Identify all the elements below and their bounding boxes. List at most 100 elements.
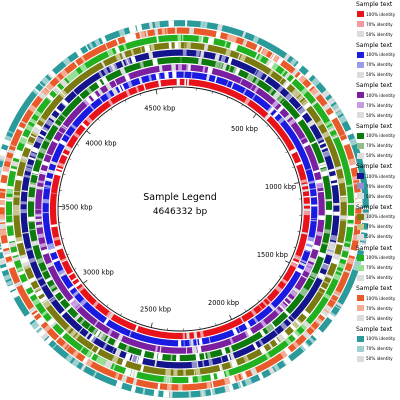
- ring-segment: [304, 268, 311, 274]
- ring-segment: [277, 95, 284, 103]
- ring-segment: [306, 262, 314, 268]
- legend-swatch: [357, 193, 364, 200]
- ring-segment: [251, 93, 257, 100]
- ring-segment: [53, 236, 60, 242]
- ring-segment: [286, 317, 293, 324]
- ring-segment: [289, 315, 296, 321]
- legend-entry: 70% identity: [356, 222, 400, 232]
- ring-segment: [313, 169, 320, 174]
- ring-segment: [68, 285, 75, 292]
- ring-segment: [15, 149, 23, 155]
- ring-segment: [310, 140, 317, 145]
- ring-segment: [75, 48, 84, 57]
- ring-segment: [44, 336, 53, 345]
- ring-segment: [79, 318, 86, 325]
- ring-segment: [144, 45, 151, 53]
- ring-segment: [90, 92, 98, 101]
- ring-segment: [19, 136, 28, 145]
- ring-segment: [237, 381, 244, 389]
- ring-segment: [115, 380, 124, 389]
- ring-segment: [80, 63, 88, 72]
- ring-segment: [304, 245, 313, 252]
- ring-segment: [19, 254, 27, 260]
- ring-segment: [153, 389, 159, 397]
- ring-segment: [257, 54, 264, 62]
- ring-segment: [268, 366, 276, 375]
- legend-entry-label: 70% identity: [366, 305, 393, 311]
- minor-tick: [76, 143, 79, 146]
- ring-segment: [130, 48, 135, 56]
- legend-swatch: [357, 31, 364, 37]
- ring-segment: [38, 133, 45, 139]
- ring-segment: [321, 89, 331, 99]
- ring-segment: [283, 356, 292, 365]
- ring-segment: [203, 43, 209, 51]
- minor-tick: [135, 320, 137, 323]
- ring-segment: [11, 160, 19, 168]
- ring-segment: [23, 283, 32, 290]
- ring-segment: [64, 133, 71, 138]
- minor-tick: [226, 96, 229, 100]
- ring-3: [35, 64, 325, 354]
- legend-entry: 50% identity: [356, 232, 400, 242]
- ring-segment: [111, 87, 119, 96]
- ring-segment: [2, 138, 11, 147]
- ring-segment: [316, 231, 323, 237]
- legend-entry: 70% identity: [356, 19, 400, 29]
- legend-swatch: [357, 92, 364, 99]
- ring-segment: [309, 336, 315, 343]
- ring-segment: [155, 73, 160, 80]
- ring-segment: [301, 287, 309, 294]
- ring-segment: [283, 309, 291, 317]
- ring-segment: [113, 63, 118, 70]
- ring-segment: [60, 125, 67, 131]
- ring-segment: [247, 74, 256, 83]
- ring-segment: [59, 272, 67, 278]
- ring-segment: [45, 97, 52, 102]
- ring-segment: [38, 147, 47, 155]
- legend-group: Sample text 100% identity 70% identity 50% …: [356, 326, 400, 367]
- ring-segment: [268, 87, 275, 95]
- ring-segment: [273, 364, 280, 372]
- legend-group-title: Sample text: [356, 82, 393, 90]
- ring-segment: [326, 250, 334, 257]
- ring-segment: [352, 267, 360, 271]
- ring-segment: [293, 90, 301, 99]
- ring-segment: [77, 285, 85, 293]
- ring-segment: [304, 70, 313, 80]
- minor-tick: [241, 104, 244, 107]
- legend-entry: 50% identity: [356, 191, 400, 201]
- ring-segment: [255, 70, 262, 78]
- ring-segment: [61, 99, 69, 107]
- ring-segment: [46, 94, 54, 101]
- ring-segment: [309, 325, 316, 332]
- ring-segment: [41, 310, 48, 317]
- ring-segment: [332, 253, 341, 261]
- ring-segment: [241, 31, 247, 38]
- ring-segment: [54, 336, 61, 342]
- tick-label: 4500 kbp: [144, 105, 175, 113]
- ring-segment: [21, 135, 28, 140]
- ring-segment: [335, 301, 343, 308]
- ring-segment: [71, 358, 80, 368]
- ring-segment: [337, 177, 345, 184]
- ring-segment: [322, 131, 330, 139]
- ring-segment: [299, 136, 306, 141]
- legend-entry-label: 70% identity: [366, 346, 393, 352]
- legend-swatch: [357, 152, 364, 159]
- ring-segment: [72, 69, 80, 78]
- legend-entry: 50% identity: [356, 354, 400, 364]
- ring-segment: [7, 284, 16, 292]
- ring-segment: [62, 124, 68, 129]
- ring-segment: [333, 292, 340, 298]
- legend-entry-label: 50% identity: [366, 315, 393, 321]
- ring-segment: [20, 120, 27, 125]
- minor-tick: [211, 91, 213, 94]
- ring-segment: [78, 327, 84, 333]
- ring-segment: [114, 372, 120, 380]
- major-tick: [86, 130, 91, 135]
- ring-segment: [80, 55, 86, 63]
- minor-tick: [120, 313, 122, 316]
- ring-segment: [148, 22, 154, 29]
- ring-segment: [254, 44, 261, 52]
